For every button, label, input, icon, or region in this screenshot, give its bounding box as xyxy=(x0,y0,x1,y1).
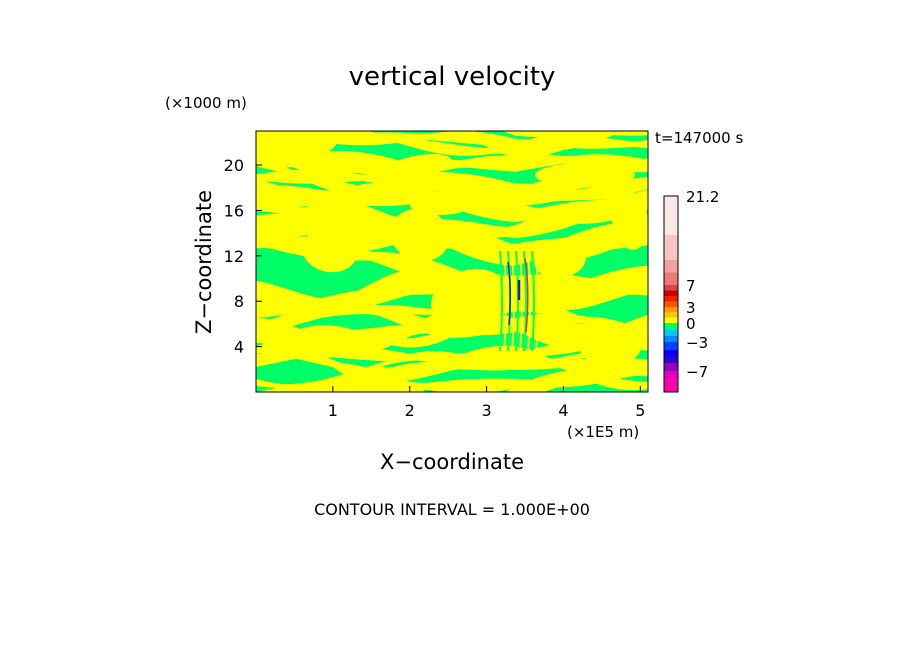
core-streak-8 xyxy=(531,250,535,352)
colorbar-tick-label-5: −7 xyxy=(686,363,708,381)
contour-interval-label: CONTOUR INTERVAL = 1.000E+00 xyxy=(314,500,590,519)
core-streak-3 xyxy=(511,250,515,352)
y-axis-ticks: 4 8 12 16 20 xyxy=(224,156,262,357)
positive-blob-9 xyxy=(332,362,428,392)
colorbar-level-13 xyxy=(664,296,678,302)
core-streak-6 xyxy=(523,250,527,352)
core-streak-1 xyxy=(503,250,507,352)
positive-blob-3 xyxy=(302,227,358,273)
positive-band-22 xyxy=(256,327,648,367)
positive-velocity-bands xyxy=(256,131,648,392)
core-streak-9 xyxy=(535,250,539,352)
x-tick-label-1: 2 xyxy=(405,401,415,420)
y-axis-label: Z−coordinate xyxy=(192,190,216,334)
positive-blob-5 xyxy=(430,268,510,332)
positive-band-10 xyxy=(256,178,648,242)
x-axis-ticks: 1 2 3 4 5 xyxy=(328,386,645,420)
positive-blob-12 xyxy=(410,195,470,215)
time-label: t=147000 s xyxy=(655,129,743,147)
positive-blob-2 xyxy=(535,163,635,187)
plot-frame xyxy=(255,130,649,393)
core-contour-dark xyxy=(507,261,512,326)
x-unit-label: (×1E5 m) xyxy=(567,423,639,441)
y-tick-label-2: 12 xyxy=(224,247,244,266)
colorbar-tick-label-0: 21.2 xyxy=(686,188,719,206)
positive-band-2 xyxy=(278,131,623,159)
core-streak-7 xyxy=(527,250,531,352)
colorbar-level-9 xyxy=(664,317,678,323)
colorbar-level-12 xyxy=(664,301,678,307)
core-contour-warm xyxy=(524,257,529,333)
positive-blob-1 xyxy=(388,153,452,177)
colorbar-level-15 xyxy=(664,285,678,291)
x-tick-label-2: 3 xyxy=(481,401,491,420)
positive-blob-7 xyxy=(580,336,640,364)
x-tick-label-0: 1 xyxy=(328,401,338,420)
colorbar-level-16 xyxy=(664,272,678,285)
colorbar-level-5 xyxy=(664,342,678,350)
colorbar-frame xyxy=(663,195,679,393)
colorbar-level-4 xyxy=(664,349,678,357)
y-unit-label: (×1000 m) xyxy=(165,94,247,112)
positive-blob-10 xyxy=(501,370,579,392)
positive-band-4 xyxy=(256,131,648,156)
colorbar-level-10 xyxy=(664,312,678,318)
colorbar-level-1 xyxy=(664,371,678,378)
core-streak-0 xyxy=(499,250,503,352)
positive-blob-8 xyxy=(260,331,340,359)
positive-blob-4 xyxy=(390,208,450,262)
colorbar-level-0 xyxy=(664,378,678,392)
colorbar-tick-label-1: 7 xyxy=(686,277,696,295)
colorbar-level-2 xyxy=(664,363,678,371)
positive-band-17 xyxy=(256,301,648,347)
x-tick-label-4: 5 xyxy=(635,401,645,420)
colorbar-labels: 21.2 7 30−3 −7 xyxy=(686,188,719,381)
colorbar-tick-label-3: 0 xyxy=(686,315,696,333)
y-tick-label-1: 8 xyxy=(234,292,244,311)
colorbar-level-11 xyxy=(664,307,678,313)
x-axis-label: X−coordinate xyxy=(380,450,524,474)
colorbar xyxy=(663,195,679,393)
colorbar-level-17 xyxy=(664,259,678,273)
colorbar-level-19 xyxy=(664,196,678,235)
y-tick-label-3: 16 xyxy=(224,201,244,220)
colorbar-level-7 xyxy=(664,329,678,336)
positive-blob-0 xyxy=(261,131,339,169)
colorbar-tick-label-2: 3 xyxy=(686,299,696,317)
positive-blob-11 xyxy=(611,190,648,250)
x-tick-label-3: 4 xyxy=(558,401,568,420)
positive-band-6 xyxy=(256,141,648,198)
chart-title: vertical velocity xyxy=(349,62,556,92)
y-tick-label-4: 20 xyxy=(224,156,244,175)
core-streak-5 xyxy=(519,250,523,352)
positive-band-8 xyxy=(256,169,648,207)
colorbar-level-6 xyxy=(664,335,678,342)
colorbar-level-8 xyxy=(664,323,678,330)
colorbar-level-3 xyxy=(664,356,678,364)
y-tick-label-0: 4 xyxy=(234,338,244,357)
central-updraft-core xyxy=(499,250,539,352)
positive-blob-6 xyxy=(534,241,586,279)
colorbar-tick-label-4: −3 xyxy=(686,334,708,352)
colorbar-level-14 xyxy=(664,290,678,296)
positive-band-1 xyxy=(502,131,576,137)
colorbar-level-18 xyxy=(664,234,678,260)
core-streak-4 xyxy=(515,250,519,352)
plot-area xyxy=(256,131,648,392)
